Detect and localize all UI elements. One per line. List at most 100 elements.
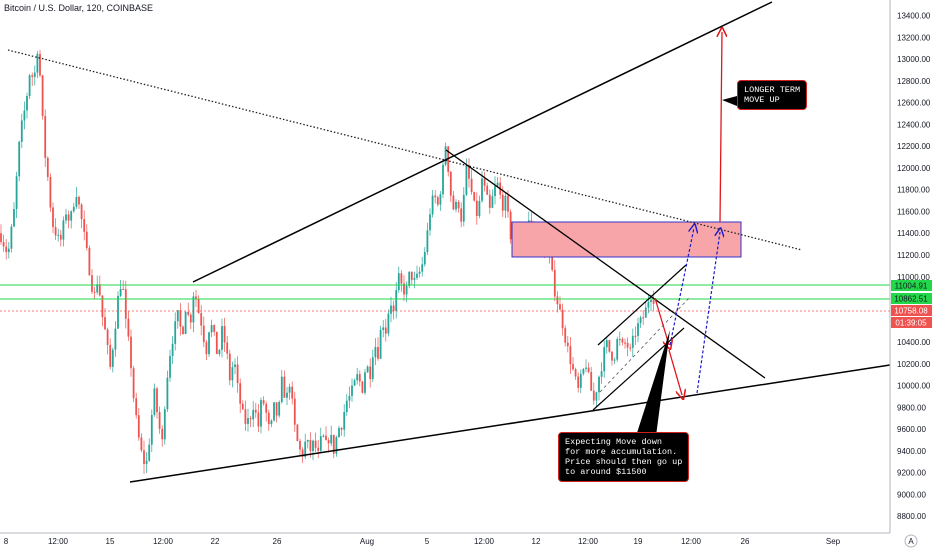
candle-body-129 bbox=[335, 437, 338, 454]
candle-body-67 bbox=[174, 321, 177, 344]
callout-pointer-longer-term bbox=[722, 96, 737, 106]
candle-body-72 bbox=[187, 311, 190, 315]
candle-body-101 bbox=[262, 400, 265, 404]
candle-body-78 bbox=[202, 325, 205, 343]
candle-body-141 bbox=[366, 366, 369, 373]
current-price-text: 10758.08 bbox=[894, 307, 928, 316]
candle-body-3 bbox=[7, 248, 10, 253]
auto-scale-button[interactable] bbox=[904, 534, 918, 548]
candle-body-84 bbox=[218, 349, 221, 355]
price-tick-18: 12400.00 bbox=[897, 120, 931, 129]
candle-body-143 bbox=[371, 357, 374, 380]
price-tick-14: 11600.00 bbox=[897, 207, 930, 216]
channel-upper-line bbox=[597, 264, 687, 346]
candle-body-238 bbox=[618, 338, 621, 340]
candle-body-19 bbox=[49, 177, 52, 208]
candle-body-250 bbox=[650, 300, 652, 303]
candle-body-6 bbox=[15, 176, 18, 209]
candle-body-103 bbox=[267, 412, 270, 425]
candle-body-57 bbox=[148, 444, 151, 461]
candle-body-228 bbox=[592, 390, 595, 401]
price-tick-6: 10000.00 bbox=[897, 382, 931, 391]
candle-body-17 bbox=[44, 115, 47, 158]
candle-body-22 bbox=[57, 234, 60, 236]
candle-body-11 bbox=[28, 75, 31, 97]
current-price-tag bbox=[891, 305, 932, 316]
candle-body-41 bbox=[106, 329, 109, 345]
candle-body-58 bbox=[150, 414, 153, 445]
candle-body-246 bbox=[639, 317, 642, 324]
candle-body-33 bbox=[85, 231, 88, 248]
candle-body-134 bbox=[348, 395, 351, 401]
level1-tag bbox=[891, 280, 932, 291]
candle-body-110 bbox=[286, 392, 288, 398]
price-tick-19: 12600.00 bbox=[897, 99, 931, 108]
candle-body-25 bbox=[65, 214, 67, 221]
candle-body-191 bbox=[496, 182, 499, 186]
price-axis-panel[interactable] bbox=[890, 0, 932, 550]
candle-body-146 bbox=[379, 329, 382, 359]
candle-body-158 bbox=[410, 271, 413, 280]
candle-body-232 bbox=[603, 347, 606, 372]
candle-body-109 bbox=[283, 376, 286, 398]
time-tick-8: 12:00 bbox=[474, 537, 495, 546]
candle-body-170 bbox=[442, 164, 444, 195]
candle-body-167 bbox=[434, 195, 437, 198]
candle-body-233 bbox=[605, 340, 608, 348]
candle-body-241 bbox=[626, 342, 629, 348]
candle-body-247 bbox=[642, 317, 645, 319]
candle-body-178 bbox=[462, 194, 465, 222]
descending-resistance-line bbox=[445, 149, 766, 379]
candle-body-218 bbox=[566, 342, 569, 347]
candle-body-53 bbox=[137, 415, 140, 438]
candle-body-124 bbox=[322, 435, 325, 437]
candle-body-130 bbox=[338, 427, 340, 438]
candle-body-240 bbox=[624, 342, 626, 344]
candle-body-91 bbox=[236, 364, 239, 384]
candle-body-183 bbox=[475, 200, 478, 216]
time-tick-7: 5 bbox=[425, 537, 430, 546]
price-tick-7: 10200.00 bbox=[897, 360, 931, 369]
candle-body-147 bbox=[382, 327, 385, 330]
candle-body-51 bbox=[132, 368, 135, 399]
candle-body-173 bbox=[449, 171, 452, 196]
candle-body-149 bbox=[387, 313, 390, 334]
candle-body-196 bbox=[509, 211, 512, 240]
candle-body-176 bbox=[457, 201, 460, 209]
channel-mid-line bbox=[599, 296, 691, 393]
upper-uptrend-line bbox=[192, 1, 773, 283]
price-tick-13: 11400.00 bbox=[897, 229, 930, 238]
candle-body-8 bbox=[20, 120, 23, 142]
price-tick-23: 13400.00 bbox=[897, 12, 931, 21]
candle-body-44 bbox=[114, 328, 117, 350]
candle-body-244 bbox=[634, 335, 637, 337]
candle-body-153 bbox=[397, 273, 400, 291]
candle-body-195 bbox=[507, 195, 509, 212]
candle-body-138 bbox=[358, 374, 361, 382]
candle-body-140 bbox=[364, 372, 366, 393]
candle-body-215 bbox=[559, 304, 561, 310]
candle-body-42 bbox=[109, 344, 112, 367]
candle-body-166 bbox=[431, 195, 434, 215]
candle-body-75 bbox=[195, 296, 197, 300]
candle-body-66 bbox=[171, 343, 174, 357]
candle-body-35 bbox=[91, 275, 93, 292]
candle-body-48 bbox=[124, 289, 127, 319]
candle-body-18 bbox=[46, 157, 49, 178]
candle-body-29 bbox=[75, 196, 78, 207]
countdown-tag bbox=[891, 317, 932, 328]
level2-tag-text: 10862.51 bbox=[894, 295, 928, 304]
candle-body-180 bbox=[468, 165, 470, 179]
candle-body-235 bbox=[611, 351, 613, 361]
candle-body-179 bbox=[465, 165, 468, 195]
candle-body-4 bbox=[10, 226, 13, 249]
candle-body-104 bbox=[270, 420, 273, 425]
candle-body-171 bbox=[444, 146, 447, 165]
price-tick-4: 9600.00 bbox=[897, 425, 926, 434]
price-tick-3: 9400.00 bbox=[897, 447, 926, 456]
candle-body-216 bbox=[561, 309, 564, 329]
candle-body-114 bbox=[296, 424, 299, 441]
candle-body-95 bbox=[247, 418, 249, 424]
candle-body-128 bbox=[332, 434, 335, 454]
candle-body-2 bbox=[5, 246, 8, 253]
